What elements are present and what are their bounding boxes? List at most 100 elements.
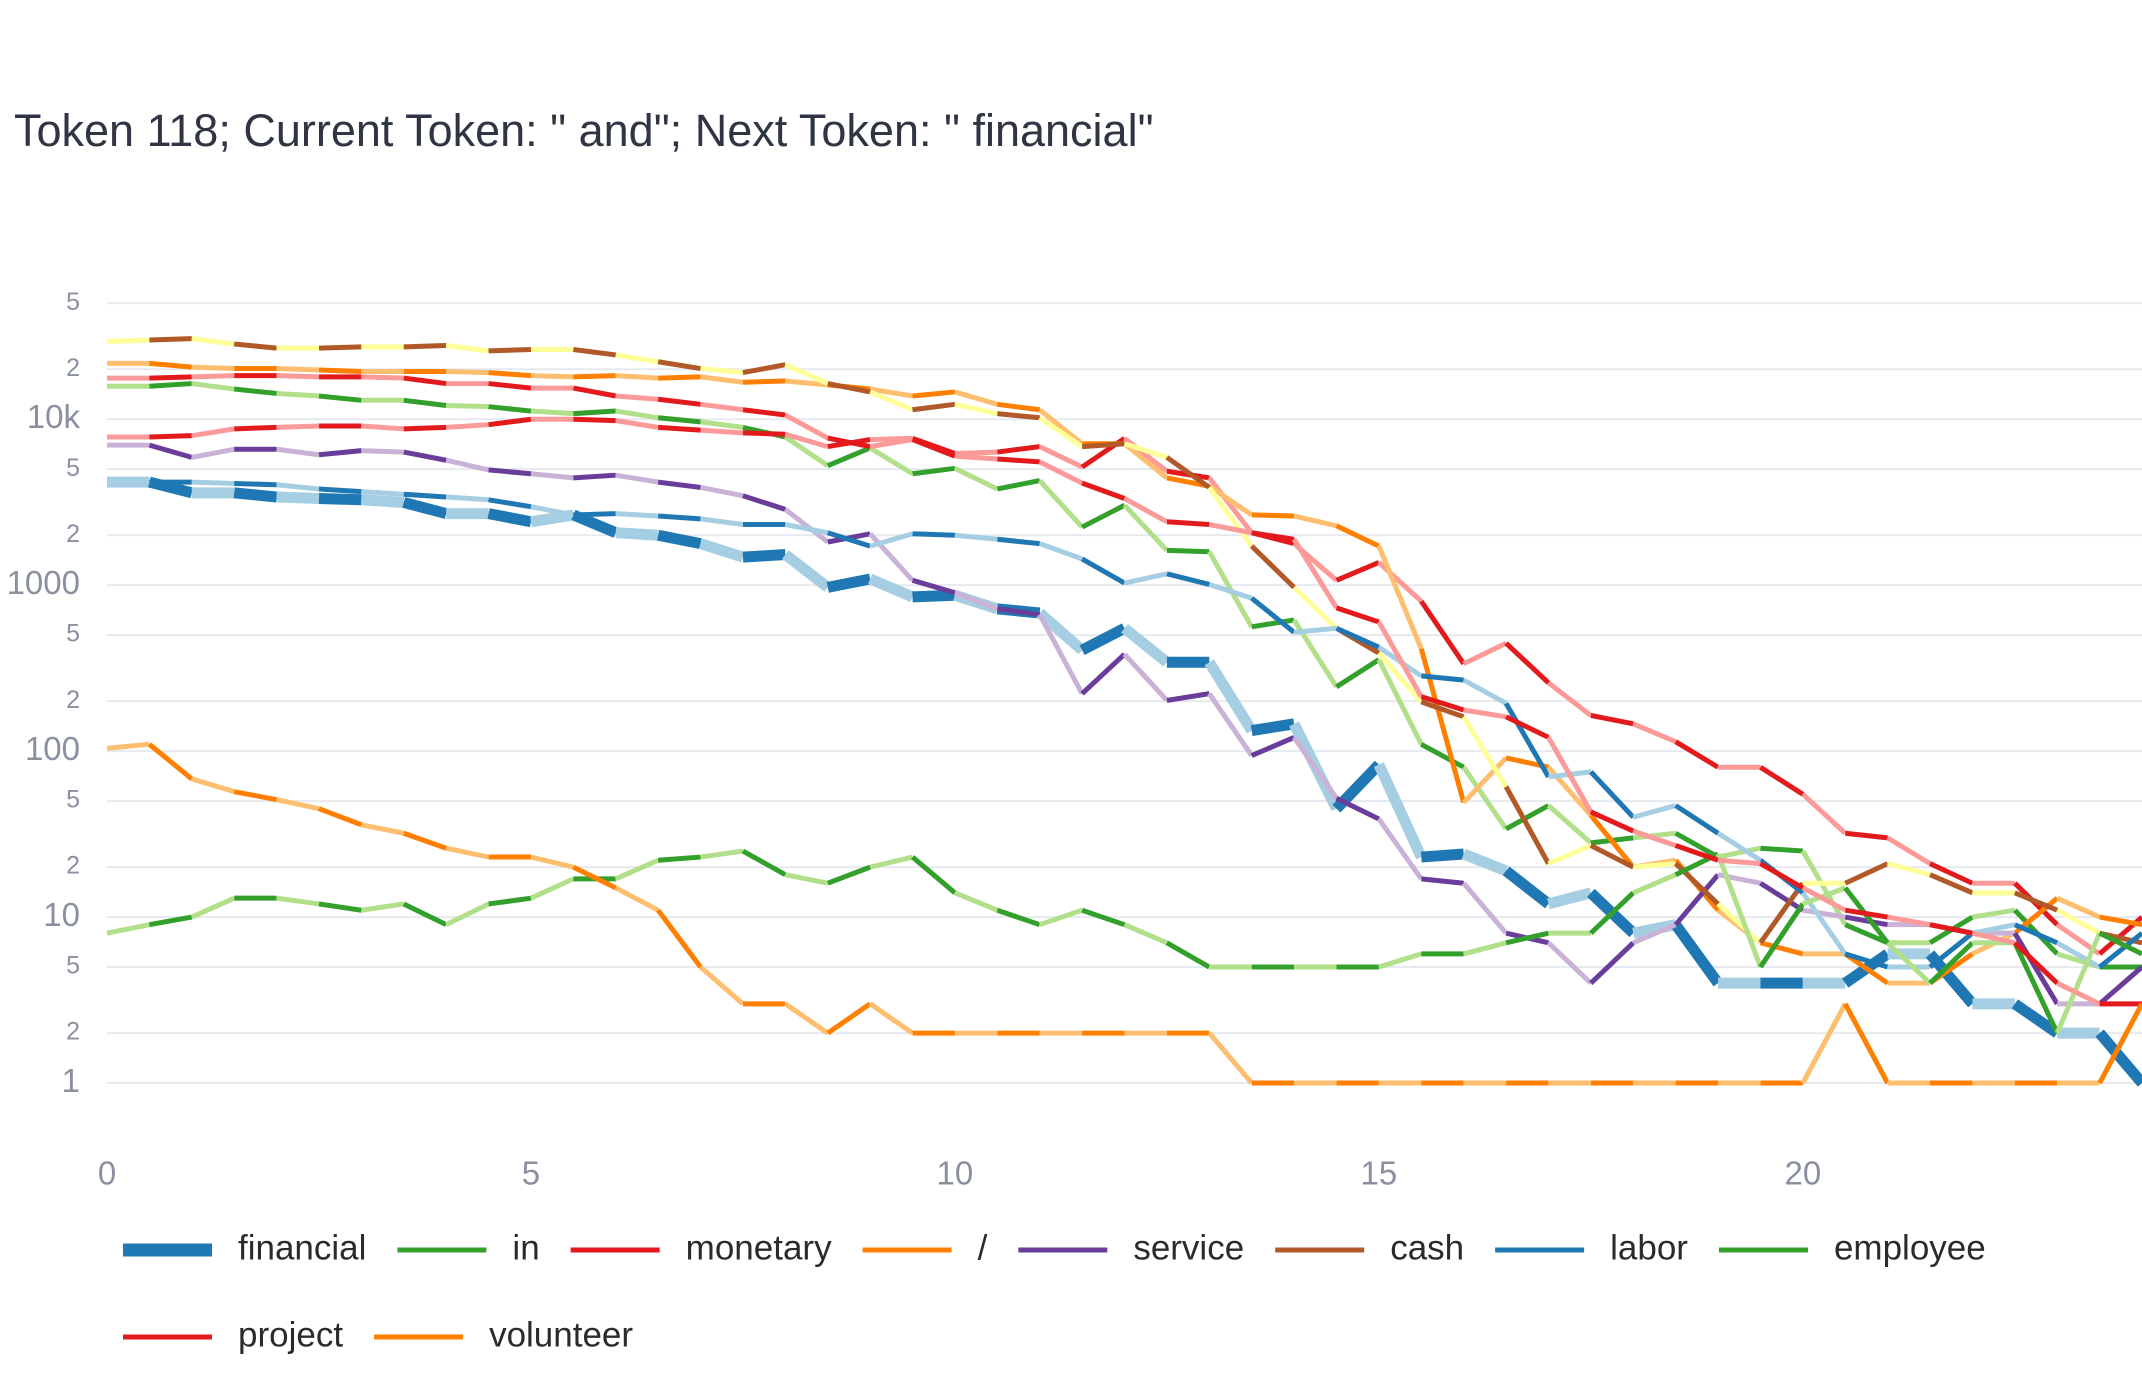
line-segment [191, 776, 235, 795]
legend-label: employee [1834, 1228, 1986, 1267]
line-segment [234, 480, 277, 488]
x-tick-label: 5 [522, 1155, 540, 1192]
line-segment [1123, 496, 1169, 524]
line-segment [1674, 831, 1720, 860]
y-tick-label: 5 [66, 454, 80, 482]
legend-label: project [238, 1315, 343, 1354]
line-segment [403, 491, 447, 500]
line-segment [2013, 922, 2059, 946]
line-segment [784, 872, 829, 886]
legend-item: employee [1718, 1228, 1986, 1267]
line-segment [1844, 951, 1889, 970]
line-segment [1928, 931, 1974, 969]
line-segment [488, 467, 532, 477]
line-segment [912, 389, 956, 399]
line-segment [784, 412, 829, 441]
line-segment [954, 401, 998, 417]
line-segment [149, 374, 192, 381]
line-segment [826, 573, 872, 593]
series-line [107, 442, 2142, 1007]
line-segment [1376, 545, 1424, 650]
line-segment [1462, 640, 1508, 667]
legend-label: cash [1390, 1228, 1464, 1267]
line-segment [1038, 407, 1084, 446]
line-segment [1671, 921, 1723, 987]
line-segment [783, 434, 830, 468]
line-segment [149, 360, 193, 370]
line-segment [276, 482, 320, 492]
line-segment [361, 901, 405, 913]
line-segment [149, 433, 192, 440]
line-segment [658, 374, 701, 381]
line-segment [1800, 1002, 1848, 1085]
line-segment [488, 497, 532, 510]
line-segment [869, 437, 913, 450]
line-segment [402, 497, 448, 519]
legend-item: volunteer [374, 1315, 633, 1354]
line-segment [148, 914, 193, 928]
line-segment [1929, 922, 1973, 936]
line-segment [1250, 735, 1296, 758]
line-segment [1758, 881, 1805, 945]
line-segment [1590, 713, 1634, 727]
line-segment [2055, 940, 2101, 970]
line-segment [1292, 585, 1339, 631]
line-segment [1547, 843, 1592, 866]
line-segment [1589, 770, 1636, 819]
line-segment [1461, 848, 1509, 876]
chart-title: Token 118; Current Token: " and"; Next T… [14, 105, 1154, 156]
line-segment [615, 408, 659, 421]
line-segment [106, 922, 150, 936]
line-segment [615, 418, 659, 430]
line-segment [1421, 673, 1464, 683]
line-segment [487, 508, 533, 528]
line-segment [276, 895, 320, 907]
line-segment [953, 890, 999, 913]
line-segment [1335, 605, 1380, 625]
legend-label: labor [1610, 1228, 1688, 1267]
line-segment [1291, 537, 1339, 610]
line-segment [529, 876, 575, 901]
line-segment [1207, 1031, 1254, 1085]
y-tick-label: 5 [66, 288, 80, 316]
line-segment [233, 487, 278, 503]
line-segment [1293, 625, 1337, 635]
line-segment [2012, 931, 2060, 1006]
line-segment [276, 390, 320, 399]
line-segment [1674, 803, 1720, 836]
line-segment [1759, 765, 1805, 797]
line-segment [1421, 876, 1464, 886]
line-segment [1928, 940, 1975, 985]
line-segment [1717, 857, 1761, 867]
line-segment [656, 908, 703, 969]
line-segment [360, 822, 405, 836]
line-segment [1038, 907, 1083, 928]
series-line [107, 476, 2142, 1087]
line-segment [1420, 848, 1465, 863]
line-segment [1502, 866, 1552, 909]
line-segment [614, 857, 660, 882]
line-segment [403, 424, 447, 432]
line-segment [954, 590, 999, 612]
line-segment [1166, 519, 1210, 528]
line-segment [276, 423, 320, 430]
line-segment [1505, 930, 1550, 946]
line-segment [1463, 707, 1507, 720]
line-segment [1335, 560, 1380, 583]
line-segment [573, 373, 616, 380]
line-segment [1335, 796, 1380, 822]
line-segment [1547, 887, 1593, 910]
line-segment [657, 529, 702, 550]
line-segment [911, 577, 956, 596]
line-segment [1207, 476, 1254, 535]
line-segment [997, 536, 1040, 547]
line-segment [615, 511, 659, 519]
line-segment [488, 347, 532, 354]
line-segment [1376, 620, 1424, 698]
line-segment [1674, 739, 1720, 770]
x-tick-label: 10 [937, 1155, 974, 1192]
line-segment [572, 864, 617, 891]
line-segment [446, 422, 489, 430]
legend-label: service [1133, 1228, 1244, 1267]
line-segment [1121, 623, 1171, 667]
